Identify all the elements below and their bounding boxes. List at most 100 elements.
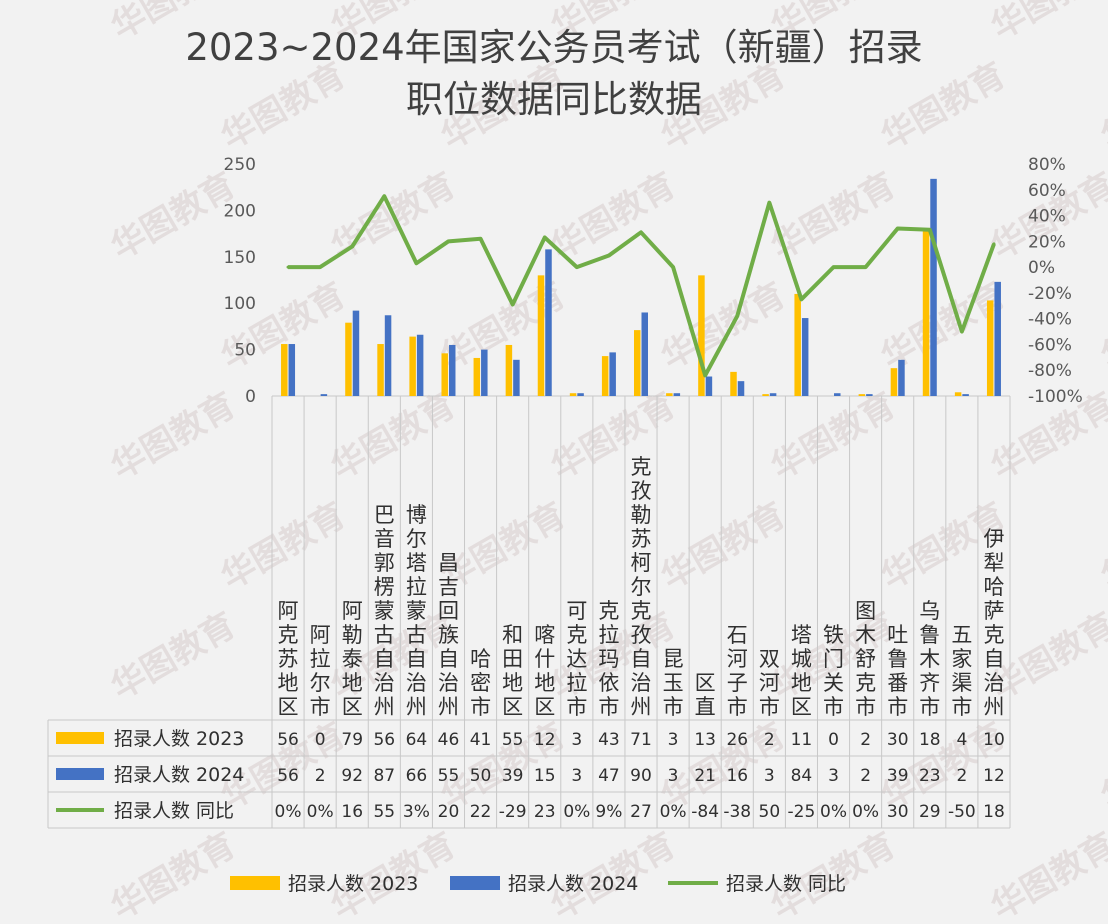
legend-label: 招录人数 2023 [288, 873, 418, 895]
table-cell: 16 [341, 802, 363, 822]
bar-2024 [577, 393, 584, 396]
bar-2024 [737, 381, 745, 396]
category-label: 哈密市 [470, 647, 491, 719]
table-cell: 13 [694, 730, 716, 750]
bar-2023 [601, 356, 609, 396]
category-label: 图木舒克市 [855, 599, 876, 719]
table-cell: 23 [919, 766, 941, 786]
watermark-text: 华图教育 [325, 385, 463, 488]
bar-2023 [569, 393, 577, 396]
watermark-text: 华图教育 [215, 495, 353, 598]
table-cell: 0 [315, 730, 326, 750]
table-cell: 50 [759, 802, 781, 822]
table-cell: 2 [860, 766, 871, 786]
table-cell: 3 [764, 766, 775, 786]
yoy-point [479, 237, 483, 241]
watermark-text: 华图教育 [1095, 55, 1108, 158]
table-cell: 41 [470, 730, 492, 750]
bar-2023 [922, 228, 930, 396]
bars-layer [281, 178, 1001, 396]
category-label: 喀什地区 [534, 623, 555, 719]
table-cell: -84 [691, 802, 719, 822]
bar-2023 [794, 293, 801, 396]
category-label: 乌鲁木齐市 [919, 599, 940, 719]
table-cell: -29 [499, 802, 527, 822]
category-label: 巴音郭楞蒙古自治州 [374, 503, 395, 719]
watermark-text: 华图教育 [875, 55, 1013, 158]
table-cell: 16 [726, 766, 748, 786]
bar-2024 [962, 394, 969, 396]
table-cell: 64 [406, 730, 428, 750]
table-cell: 3 [668, 730, 679, 750]
bar-2023 [409, 336, 416, 396]
table-cell: 43 [598, 730, 620, 750]
y-right-tick-label: -20% [1028, 284, 1072, 304]
watermark-text: 华图教育 [215, 55, 353, 158]
bar-2023 [473, 357, 481, 396]
table-series-name: 招录人数 同比 [114, 800, 234, 822]
table-cell: 0% [660, 802, 687, 822]
table-cell: 87 [373, 766, 395, 786]
bar-2024 [320, 394, 328, 396]
table-cell: 47 [598, 766, 620, 786]
table-cell: 56 [373, 730, 395, 750]
bar-2024 [545, 249, 552, 396]
bar-2024 [834, 393, 841, 396]
bar-2024 [352, 310, 360, 396]
chart-title-line1: 2023~2024年国家公务员考试（新疆）招录 [185, 26, 922, 69]
legend: 招录人数 2023 招录人数 2024 招录人数 同比 [230, 873, 846, 895]
yoy-point [639, 230, 643, 234]
category-label: 双河市 [759, 647, 780, 719]
bar-2023 [281, 344, 288, 396]
table-legend-key [56, 732, 104, 744]
table-cell: 90 [630, 766, 652, 786]
bar-2023 [345, 322, 352, 396]
category-label: 铁门关市 [823, 623, 844, 719]
category-label: 阿拉尔市 [310, 623, 331, 719]
y-right-tick-label: 0% [1028, 258, 1055, 278]
table-cell: 21 [694, 766, 716, 786]
table-cell: 55 [438, 766, 460, 786]
y-left-tick-label: 150 [224, 248, 256, 268]
chart-title-line2: 职位数据同比数据 [406, 78, 702, 121]
yoy-point [318, 265, 322, 269]
yoy-point [864, 265, 868, 269]
watermark-text: 华图教育 [105, 385, 243, 488]
yoy-point [446, 239, 450, 243]
watermark-text: 华图教育 [1095, 495, 1108, 598]
table-cell: 0 [828, 730, 839, 750]
table-cell: 18 [919, 730, 941, 750]
table-cell: 2 [315, 766, 326, 786]
category-label: 石河子市 [727, 623, 748, 719]
yoy-point [735, 314, 739, 318]
bar-2023 [858, 394, 866, 396]
category-label: 塔城地区 [791, 623, 812, 719]
table-cell: 12 [534, 730, 556, 750]
bar-2024 [801, 318, 809, 396]
bar-2023 [441, 353, 448, 396]
bar-2024 [288, 344, 296, 396]
table-cell: 56 [277, 730, 299, 750]
table-cell: 23 [534, 802, 556, 822]
watermark-text: 华图教育 [655, 275, 793, 378]
category-label: 博尔塔拉蒙古自治州 [406, 503, 427, 719]
yoy-point [832, 265, 836, 269]
category-label: 和田地区 [502, 623, 523, 719]
bar-2023 [762, 394, 769, 396]
table-cell: 39 [887, 766, 909, 786]
bar-2023 [954, 392, 962, 396]
table-cell: 0% [307, 802, 334, 822]
y-left-tick-label: 50 [234, 341, 256, 361]
table-cell: 20 [438, 802, 460, 822]
table-cell: 46 [438, 730, 460, 750]
bar-2024 [673, 393, 681, 396]
watermark-text: 华图教育 [1095, 715, 1108, 818]
bar-2024 [384, 315, 392, 396]
legend-key [450, 876, 500, 890]
table-cell: 2 [764, 730, 775, 750]
table-cell: 30 [887, 802, 909, 822]
y-left-tick-label: 0 [245, 387, 256, 407]
yoy-point [543, 235, 547, 239]
